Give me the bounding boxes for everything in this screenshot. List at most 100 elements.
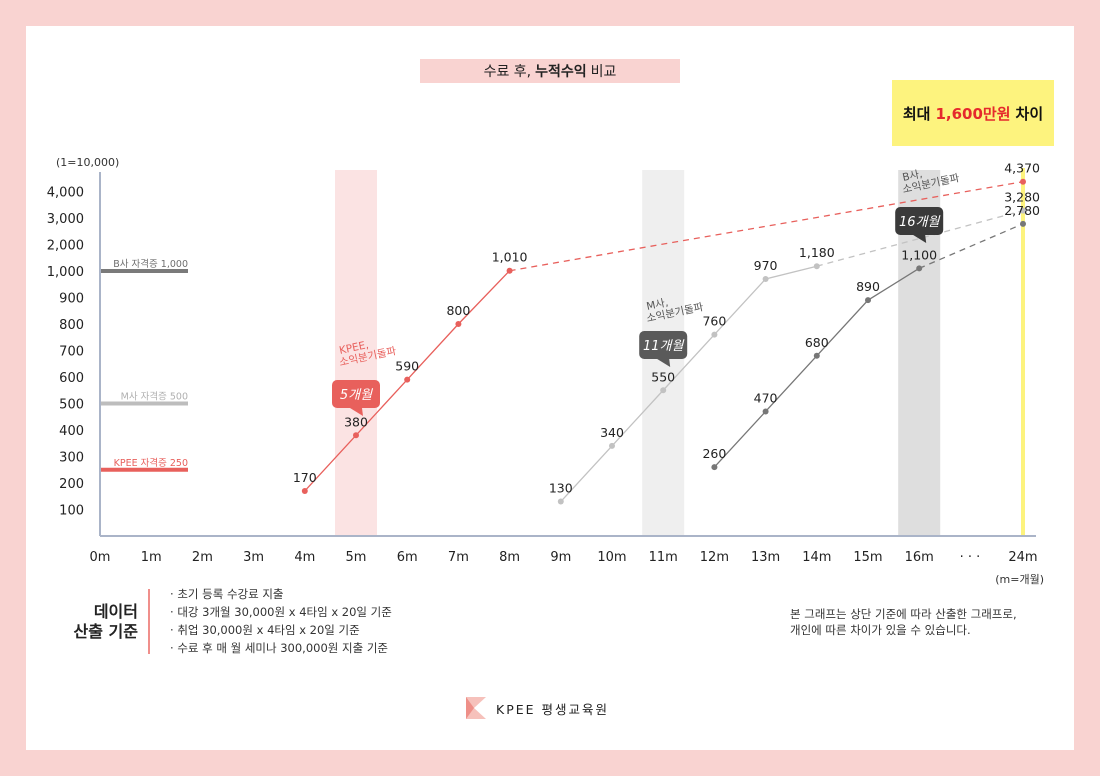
projection-point-m	[1020, 207, 1026, 214]
data-point-m	[762, 275, 769, 282]
data-point-b	[762, 408, 769, 415]
y-tick-label: 700	[59, 345, 84, 360]
data-point-m	[813, 263, 820, 270]
data-point-m	[660, 387, 667, 394]
kpee-logo-icon	[466, 697, 486, 719]
data-label-m: 340	[600, 425, 624, 440]
method-title-line1: 데이터	[93, 602, 138, 621]
data-point-b	[711, 464, 718, 471]
y-tick-label: 400	[59, 424, 84, 439]
breakeven-badge-text-b: 16개월	[899, 215, 941, 230]
x-tick-label: 8m	[499, 550, 520, 565]
data-label-kpee: 800	[446, 303, 470, 318]
y-tick-label: 800	[59, 318, 84, 333]
data-point-m	[557, 498, 564, 505]
data-point-b	[813, 352, 820, 359]
data-label-m: 760	[702, 314, 726, 329]
max-diff-highlight: 1,600만원	[935, 104, 1011, 123]
x-tick-label: 6m	[397, 550, 418, 565]
max-diff-suffix: 차이	[1015, 104, 1044, 123]
breakeven-badge-pointer-m	[657, 359, 671, 367]
chart-title-prefix: 수료 후,	[483, 64, 532, 80]
series-line-m	[560, 265, 817, 502]
y-tick-label: 300	[59, 451, 84, 466]
series-projection-m	[816, 209, 1024, 267]
y-tick-label: 600	[59, 371, 84, 386]
x-tick-label: 4m	[294, 550, 315, 565]
series-line-b	[713, 267, 920, 468]
data-label-b: 470	[754, 390, 778, 405]
method-item: 수료 후 매 월 세미나 300,000원 지출 기준	[170, 639, 392, 657]
data-point-kpee	[404, 376, 411, 383]
data-label-kpee: 170	[293, 470, 317, 485]
data-label-b: 890	[856, 279, 880, 294]
brand-logo: KPEE 평생교육원	[466, 697, 609, 719]
breakeven-badge-kpee	[332, 380, 380, 408]
chart-title-bold: 누적수익	[535, 64, 587, 80]
x-tick-label: 11m	[649, 550, 678, 565]
breakeven-badge-m	[639, 331, 688, 359]
max-diff-prefix: 최대	[902, 104, 931, 123]
data-label-b: 260	[702, 446, 726, 461]
x-tick-label: 12m	[700, 550, 729, 565]
method-title: 데이터 산출 기준	[50, 602, 138, 642]
disclaimer-line1: 본 그래프는 상단 기준에 따라 산출한 그래프로,	[790, 607, 1017, 621]
data-point-m	[711, 331, 718, 338]
disclaimer-line2: 개인에 따른 차이가 있을 수 있습니다.	[790, 623, 971, 637]
projection-label-kpee: 4,370	[1004, 161, 1040, 176]
breakeven-badge-text-kpee: 5개월	[340, 388, 373, 403]
chart-title-suffix: 비교	[590, 64, 617, 80]
data-point-kpee	[455, 321, 462, 327]
method-title-line2: 산출 기준	[73, 622, 138, 641]
y-tick-label: 4,000	[47, 186, 84, 201]
breakeven-note-m: M사,	[645, 297, 669, 313]
series-projection-b	[918, 223, 1024, 269]
method-divider	[148, 589, 150, 654]
y-tick-label: 3,000	[47, 212, 84, 227]
breakeven-band-kpee	[335, 170, 377, 536]
x-unit-label: (m=개월)	[995, 573, 1044, 586]
x-tick-label: 0m	[90, 550, 111, 565]
x-tick-label: 10m	[597, 550, 626, 565]
projection-point-kpee	[1020, 178, 1026, 185]
data-label-b: 680	[805, 335, 829, 350]
data-label-kpee: 590	[395, 359, 419, 374]
y-tick-label: 100	[59, 504, 84, 519]
x-tick-label: 24m	[1008, 550, 1037, 565]
data-label-m: 1,180	[799, 245, 835, 260]
projection-label-m: 3,280	[1004, 190, 1040, 205]
x-tick-label: 16m	[905, 550, 934, 565]
breakeven-badge-b	[895, 207, 944, 235]
data-point-kpee	[301, 487, 308, 494]
method-item: 취업 30,000원 x 4타임 x 20일 기준	[170, 621, 392, 639]
breakeven-badge-pointer-kpee	[350, 408, 363, 416]
x-tick-label: · · ·	[960, 550, 981, 565]
data-point-kpee	[353, 432, 359, 439]
reference-label-kpee: KPEE 자격증 250	[114, 457, 188, 469]
reference-label-b: B사 자격증 1,000	[113, 258, 188, 270]
method-item: 대강 3개월 30,000원 x 4타임 x 20일 기준	[170, 603, 392, 621]
x-tick-label: 5m	[346, 550, 367, 565]
y-tick-label: 900	[59, 292, 84, 307]
series-projection-kpee	[509, 181, 1024, 272]
method-list: 초기 등록 수강료 지출 대강 3개월 30,000원 x 4타임 x 20일 …	[170, 585, 392, 657]
data-label-kpee: 380	[344, 414, 368, 429]
breakeven-badge-pointer-b	[913, 235, 927, 243]
chart-title: 수료 후, 누적수익 비교	[420, 59, 680, 83]
data-point-m	[609, 442, 615, 449]
data-label-kpee: 1,010	[492, 250, 528, 265]
breakeven-badge-text-m: 11개월	[643, 339, 685, 354]
y-tick-label: 2,000	[47, 239, 84, 254]
max-difference-callout: 최대 1,600만원 차이	[892, 80, 1054, 146]
data-label-m: 550	[651, 369, 675, 384]
projection-point-b	[1020, 220, 1026, 227]
x-tick-label: 9m	[550, 550, 571, 565]
brand-name: KPEE 평생교육원	[496, 701, 610, 717]
breakeven-note-b: B사,	[901, 168, 923, 184]
data-label-m: 970	[754, 258, 778, 273]
x-tick-label: 13m	[751, 550, 780, 565]
reference-label-m: M사 자격증 500	[121, 391, 188, 403]
x-tick-label: 2m	[192, 550, 213, 565]
y-tick-label: 500	[59, 398, 84, 413]
